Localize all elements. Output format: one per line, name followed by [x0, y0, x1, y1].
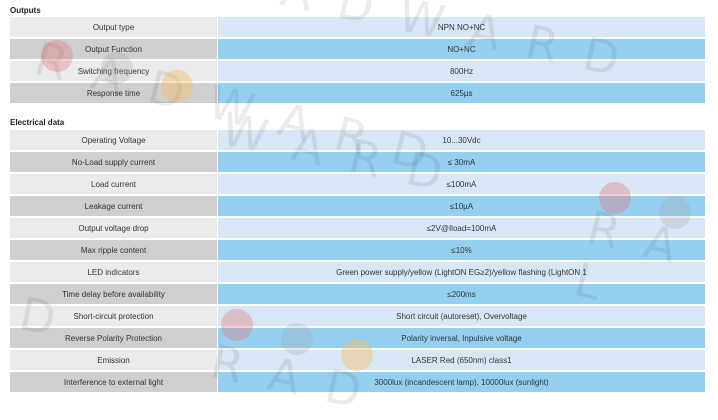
- table-row: Load current ≤100mA: [10, 174, 705, 194]
- row-value: ≤10µA: [218, 196, 705, 216]
- row-value: LASER Red (650nm) class1: [218, 350, 705, 370]
- row-value: 3000lux (incandescent lamp), 10000lux (s…: [218, 372, 705, 392]
- row-value: 10...30Vdc: [218, 130, 705, 150]
- row-value: Green power supply/yellow (LightON EG≥2)…: [218, 262, 705, 282]
- row-label: Emission: [10, 350, 217, 370]
- row-value: ≤ 30mA: [218, 152, 705, 172]
- row-label: Time delay before availability: [10, 284, 217, 304]
- table-row: Emission LASER Red (650nm) class1: [10, 350, 705, 370]
- table-row: Max ripple content ≤10%: [10, 240, 705, 260]
- row-label: Response time: [10, 83, 217, 103]
- row-label: Leakage current: [10, 196, 217, 216]
- row-label: LED indicators: [10, 262, 217, 282]
- section-title-electrical-data: Electrical data: [10, 118, 65, 127]
- row-value: Short circuit (autoreset), Overvoltage: [218, 306, 705, 326]
- row-label: Output Function: [10, 39, 217, 59]
- row-value: ≤100mA: [218, 174, 705, 194]
- row-value: Polarity inversal, Inpulsive voltage: [218, 328, 705, 348]
- outputs-table: Output type NPN NO+NC Output Function NO…: [10, 17, 705, 105]
- section-title-outputs: Outputs: [10, 6, 41, 15]
- row-label: Operating Voltage: [10, 130, 217, 150]
- table-row: Short-circuit protection Short circuit (…: [10, 306, 705, 326]
- table-row: Leakage current ≤10µA: [10, 196, 705, 216]
- row-label: No-Load supply current: [10, 152, 217, 172]
- table-row: Output Function NO+NC: [10, 39, 705, 59]
- row-value: ≤10%: [218, 240, 705, 260]
- electrical-data-table: Operating Voltage 10...30Vdc No-Load sup…: [10, 130, 705, 394]
- row-label: Output voltage drop: [10, 218, 217, 238]
- row-value: ≤200ms: [218, 284, 705, 304]
- row-label: Output type: [10, 17, 217, 37]
- row-label: Max ripple content: [10, 240, 217, 260]
- row-value: 800Hz: [218, 61, 705, 81]
- table-row: Operating Voltage 10...30Vdc: [10, 130, 705, 150]
- row-label: Short-circuit protection: [10, 306, 217, 326]
- row-value: NO+NC: [218, 39, 705, 59]
- row-label: Interference to external light: [10, 372, 217, 392]
- table-row: Reverse Polarity Protection Polarity inv…: [10, 328, 705, 348]
- row-label: Switching frequency: [10, 61, 217, 81]
- row-value: ≤2V@Iload=100mA: [218, 218, 705, 238]
- row-label: Reverse Polarity Protection: [10, 328, 217, 348]
- row-value: 625µs: [218, 83, 705, 103]
- table-row: Interference to external light 3000lux (…: [10, 372, 705, 392]
- table-row: Time delay before availability ≤200ms: [10, 284, 705, 304]
- table-row: Output voltage drop ≤2V@Iload=100mA: [10, 218, 705, 238]
- table-row: Output type NPN NO+NC: [10, 17, 705, 37]
- table-row: Switching frequency 800Hz: [10, 61, 705, 81]
- table-row: Response time 625µs: [10, 83, 705, 103]
- table-row: No-Load supply current ≤ 30mA: [10, 152, 705, 172]
- row-value: NPN NO+NC: [218, 17, 705, 37]
- row-label: Load current: [10, 174, 217, 194]
- table-row: LED indicators Green power supply/yellow…: [10, 262, 705, 282]
